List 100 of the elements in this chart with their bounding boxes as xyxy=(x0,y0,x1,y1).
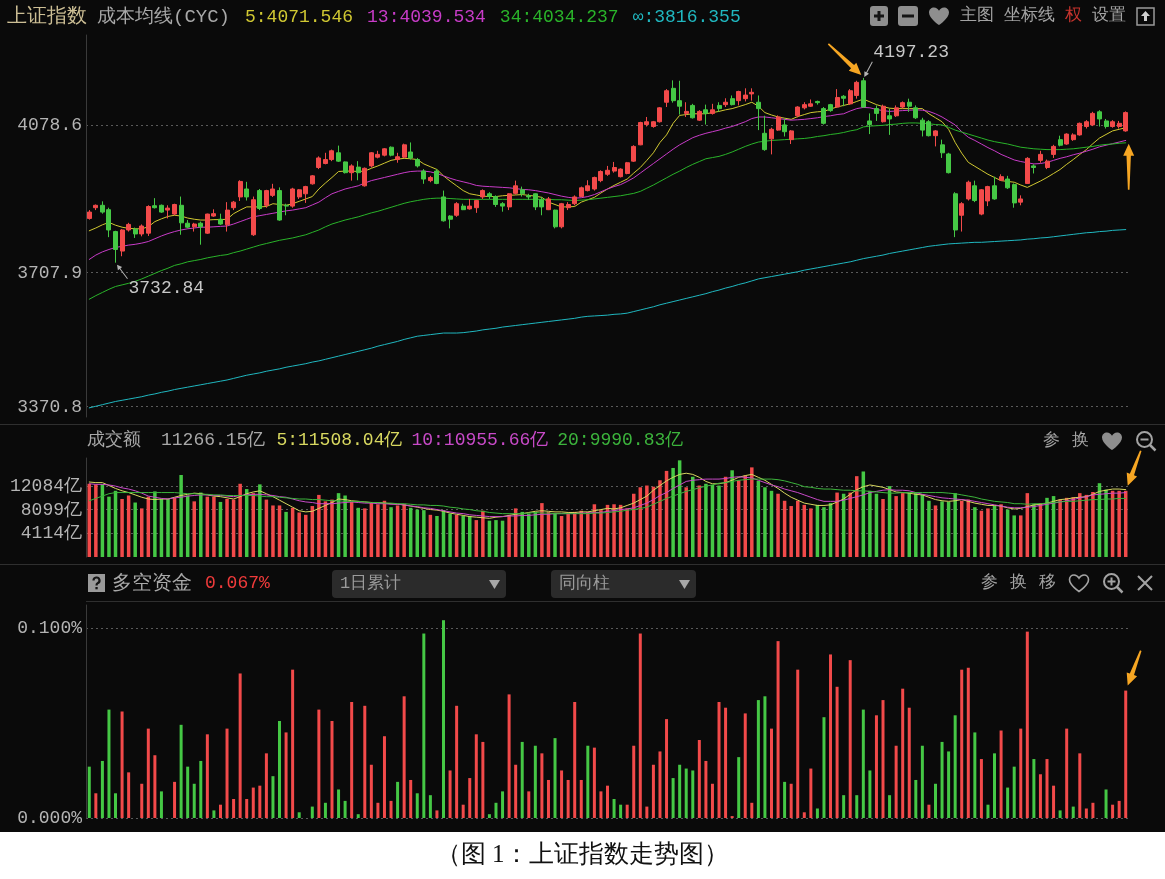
bar xyxy=(1078,753,1082,818)
bar xyxy=(763,487,767,557)
bar xyxy=(894,745,898,818)
bar xyxy=(428,795,432,818)
candlestick xyxy=(913,104,918,120)
candlestick xyxy=(113,230,118,264)
bar xyxy=(1019,515,1023,557)
bar xyxy=(783,781,787,818)
bar xyxy=(1117,490,1121,557)
bar xyxy=(533,745,537,818)
bar xyxy=(665,719,669,818)
bar xyxy=(855,476,859,557)
bar xyxy=(520,511,524,557)
bar xyxy=(993,753,997,818)
candlestick xyxy=(697,109,702,122)
candlestick xyxy=(717,101,722,113)
dropdown: 1日累计 xyxy=(332,570,506,598)
bar xyxy=(625,804,629,818)
bar xyxy=(599,791,603,818)
candlestick xyxy=(874,104,879,122)
bar xyxy=(973,732,977,818)
bar xyxy=(159,791,163,818)
bar xyxy=(153,491,157,557)
bar xyxy=(271,776,275,818)
candlestick xyxy=(1058,135,1063,147)
bar xyxy=(514,764,518,818)
bar xyxy=(953,715,957,818)
bar xyxy=(192,501,196,557)
candlestick xyxy=(1012,182,1017,209)
bar xyxy=(1117,800,1121,818)
bar xyxy=(691,476,695,557)
bar xyxy=(278,721,282,818)
candlestick xyxy=(762,115,767,152)
bar xyxy=(297,512,301,557)
bar xyxy=(317,709,321,818)
bar xyxy=(1071,806,1075,818)
bar xyxy=(356,507,360,557)
chart-title: 成交额 xyxy=(87,429,141,450)
bar xyxy=(501,791,505,818)
candlestick xyxy=(953,191,958,238)
candlestick xyxy=(1025,156,1030,185)
bar xyxy=(376,802,380,818)
bar xyxy=(835,492,839,557)
bar xyxy=(507,514,511,557)
bar xyxy=(573,701,577,818)
bar xyxy=(1065,728,1069,818)
candlestick xyxy=(225,201,230,233)
bar xyxy=(901,688,905,818)
bar xyxy=(953,493,957,557)
bar xyxy=(218,804,222,818)
bar xyxy=(284,511,288,557)
candlestick xyxy=(402,143,407,159)
candlestick xyxy=(441,190,446,223)
bar xyxy=(232,798,236,818)
text: 5:4071.546 xyxy=(245,7,354,27)
bar xyxy=(881,700,885,818)
candlestick xyxy=(861,77,866,109)
bar xyxy=(619,804,623,818)
bar xyxy=(822,507,826,557)
bar xyxy=(979,759,983,818)
candlestick xyxy=(395,152,400,164)
bar xyxy=(337,789,341,818)
bar xyxy=(684,487,688,557)
bar xyxy=(927,500,931,557)
candlestick xyxy=(87,209,92,221)
bar xyxy=(907,493,911,557)
candlestick xyxy=(284,203,289,216)
bar xyxy=(173,781,177,818)
bar xyxy=(1006,787,1010,818)
bar xyxy=(966,667,970,818)
bar xyxy=(146,728,150,818)
bar xyxy=(1012,515,1016,557)
candlestick xyxy=(336,145,341,163)
bar xyxy=(291,669,295,818)
candlestick xyxy=(795,105,800,118)
bar xyxy=(133,502,137,557)
line-series xyxy=(88,122,1127,300)
bar xyxy=(186,766,190,818)
bar xyxy=(448,770,452,818)
bar xyxy=(927,804,931,818)
candlestick xyxy=(559,202,564,229)
bar xyxy=(579,779,583,818)
bar xyxy=(264,753,268,818)
candlestick xyxy=(1005,175,1010,190)
bar xyxy=(710,783,714,818)
bar xyxy=(750,467,754,557)
bar xyxy=(632,745,636,818)
bar xyxy=(592,747,596,818)
candlestick xyxy=(218,213,223,226)
bar xyxy=(881,499,885,557)
bar xyxy=(1038,774,1042,818)
bar xyxy=(1019,728,1023,818)
bar xyxy=(310,806,314,818)
bar xyxy=(435,515,439,557)
bar xyxy=(238,483,242,557)
candlestick xyxy=(841,94,846,107)
candlestick xyxy=(1051,144,1056,159)
bar xyxy=(717,701,721,818)
bar xyxy=(546,779,550,818)
text: 13:4039.534 xyxy=(367,7,486,27)
